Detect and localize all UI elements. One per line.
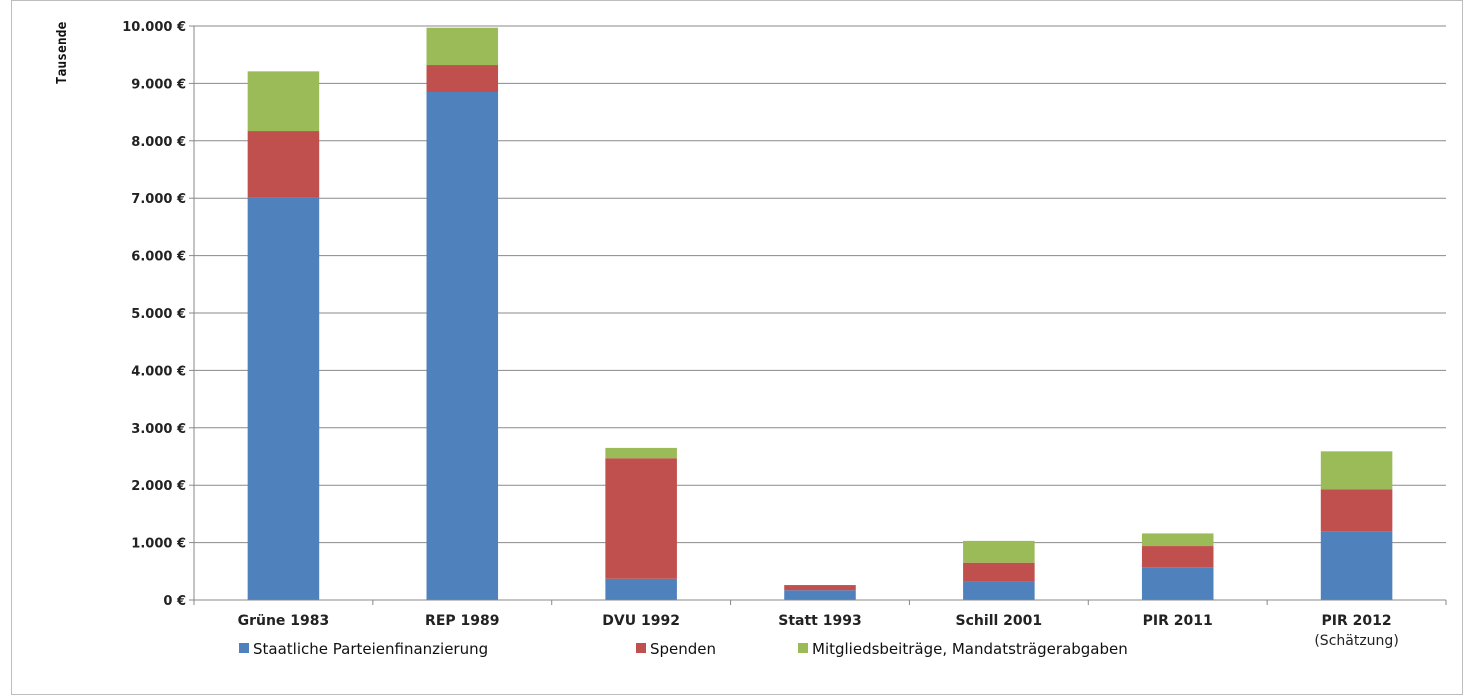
bar-segment (426, 27, 499, 66)
bar-segment (247, 71, 320, 132)
y-tick-label: 3.000 € (131, 422, 186, 437)
bar-segment (247, 197, 320, 600)
bar-segment (1320, 451, 1393, 490)
y-tick-label: 8.000 € (131, 135, 186, 150)
x-tick-label: REP 1989 (425, 613, 499, 629)
bar-segment (426, 65, 499, 93)
y-tick-label: 1.000 € (131, 537, 186, 552)
bar-segment (784, 590, 856, 600)
bar-segment (963, 562, 1035, 582)
axes (193, 26, 1446, 601)
y-tick-label: 2.000 € (131, 479, 186, 494)
x-tick-label: PIR 2012 (Schätzung) (1314, 613, 1398, 649)
x-tick-label: DVU 1992 (602, 613, 680, 629)
legend-label: Spenden (650, 640, 716, 658)
bars (247, 27, 1393, 600)
x-tick-label: Schill 2001 (956, 613, 1043, 629)
bar-segment (963, 581, 1035, 600)
legend-swatch (798, 643, 808, 653)
y-tick-label: 9.000 € (131, 77, 186, 92)
legend-label: Staatliche Parteienfinanzierung (253, 640, 488, 658)
legend-swatch (636, 643, 646, 653)
stacked-bar-chart: 0 € 1.000 € 2.000 € 3.000 € 4.000 € 5.000 € 6.… (55, 20, 1447, 658)
x-tick-label: PIR 2011 (1143, 613, 1213, 629)
bar-segment (963, 540, 1035, 563)
gridlines (194, 25, 1446, 544)
legend: Staatliche Parteienfinanzierung Spenden Mi… (239, 640, 1128, 658)
bar-segment (1141, 546, 1214, 568)
bar-segment (247, 131, 320, 198)
bar-segment (605, 458, 677, 579)
bar-segment (1141, 533, 1214, 547)
y-axis-ticks: 0 € 1.000 € 2.000 € 3.000 € 4.000 € 5.000 € 6.… (122, 20, 194, 609)
x-axis-ticks: Grüne 1983 REP 1989 DVU 1992 Statt 1993 Schi… (193, 600, 1447, 649)
bar-segment (605, 447, 677, 459)
bar-segment (1141, 567, 1214, 600)
chart-frame: 0 € 1.000 € 2.000 € 3.000 € 4.000 € 5.000 € 6.… (11, 0, 1463, 695)
x-tick-label: Grüne 1983 (238, 613, 330, 629)
legend-label: Mitgliedsbeiträge, Mandatsträgerabgaben (812, 640, 1128, 658)
x-tick-label: Statt 1993 (778, 613, 861, 629)
y-tick-label: 5.000 € (131, 307, 186, 322)
bar-segment (784, 585, 856, 591)
bar-segment (426, 92, 499, 600)
y-tick-label: 6.000 € (131, 250, 186, 265)
bar-segment (1320, 489, 1393, 532)
bar-segment (605, 578, 677, 600)
y-tick-label: 7.000 € (131, 192, 186, 207)
y-tick-label: 10.000 € (122, 20, 186, 35)
bar-segment (1320, 531, 1393, 600)
y-axis-label: Tausende (55, 22, 70, 85)
legend-swatch (239, 643, 249, 653)
y-tick-label: 0 € (163, 594, 186, 609)
y-tick-label: 4.000 € (131, 364, 186, 379)
